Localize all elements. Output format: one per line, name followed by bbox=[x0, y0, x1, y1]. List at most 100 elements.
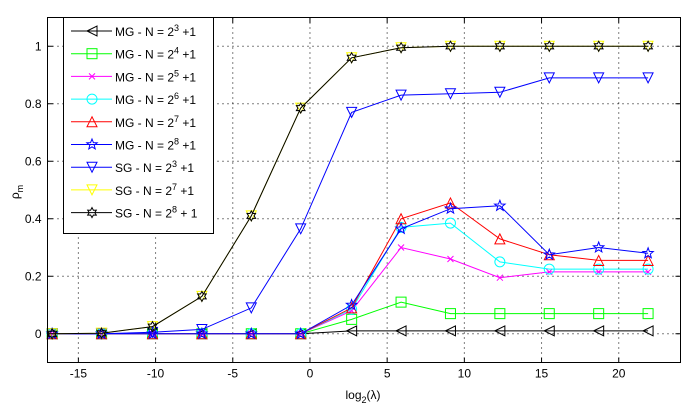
legend-label: SG - N = 27 +1 bbox=[115, 182, 194, 198]
hexagram-marker bbox=[395, 41, 407, 54]
series-group bbox=[45, 40, 655, 340]
x-tick-label: -10 bbox=[147, 367, 165, 381]
ticks: -15 -10 -5 0 5 10 15 20 0 0.2 0.4 0.6 0.8 1 bbox=[25, 17, 681, 381]
triangle-down-marker bbox=[642, 72, 654, 84]
pentagram-marker bbox=[195, 326, 209, 340]
series-4 bbox=[46, 217, 654, 340]
legend-item: MG - N = 24 +1 bbox=[71, 46, 196, 62]
triangle-down-marker bbox=[245, 302, 258, 314]
pentagram-marker bbox=[85, 137, 99, 151]
hexagram-marker bbox=[346, 51, 357, 64]
pentagram-marker bbox=[641, 246, 655, 259]
hexagram-marker bbox=[543, 40, 555, 53]
x-marker bbox=[88, 73, 96, 80]
triangle-down-marker bbox=[494, 86, 506, 99]
x-tick-label: 10 bbox=[458, 367, 472, 381]
x-tick-label: 20 bbox=[612, 367, 626, 381]
pentagram-marker bbox=[345, 298, 359, 311]
plot-frame bbox=[47, 17, 681, 363]
circle-marker bbox=[86, 93, 98, 105]
triangle-down-marker bbox=[294, 223, 307, 235]
y-tick-label: 0 bbox=[35, 327, 42, 341]
triangle-up-marker bbox=[642, 254, 654, 266]
square-marker bbox=[395, 296, 407, 308]
y-tick-label: 0.8 bbox=[25, 97, 42, 111]
x-tick-label: -5 bbox=[227, 367, 238, 381]
legend-label: SG - N = 23 +1 bbox=[115, 159, 194, 175]
x-tick-label: -15 bbox=[70, 367, 88, 381]
series-line bbox=[52, 205, 649, 335]
hexagram-marker bbox=[147, 320, 158, 333]
hexagram-marker bbox=[86, 206, 98, 219]
triangle-down-marker bbox=[146, 326, 159, 339]
series-line bbox=[52, 222, 649, 335]
square-marker bbox=[593, 308, 605, 320]
y-tick-label: 0.4 bbox=[25, 212, 42, 226]
hexagram-marker bbox=[445, 40, 456, 53]
triangle-up-marker bbox=[592, 254, 605, 266]
pentagram-marker bbox=[542, 247, 556, 261]
triangle-left-marker bbox=[345, 325, 358, 337]
legend-label: MG - N = 26 +1 bbox=[115, 91, 196, 107]
hexagram-marker bbox=[494, 40, 506, 53]
series-line bbox=[52, 45, 649, 335]
triangle-down-marker bbox=[345, 106, 358, 119]
square-marker bbox=[86, 48, 98, 60]
pentagram-marker bbox=[592, 240, 606, 254]
x-marker bbox=[397, 244, 405, 251]
legend-item: SG - N = 27 +1 bbox=[71, 182, 194, 198]
legend: MG - N = 23 +1 MG - N = 24 +1 MG - N = 25 … bbox=[63, 17, 214, 234]
square-marker bbox=[642, 308, 654, 320]
triangle-left-marker bbox=[641, 325, 654, 337]
triangle-left-marker bbox=[493, 325, 506, 337]
legend-label: SG - N = 28 + 1 bbox=[115, 205, 198, 221]
triangle-down-marker bbox=[444, 88, 457, 100]
pentagram-marker bbox=[294, 326, 308, 340]
square-marker bbox=[543, 308, 555, 320]
circle-marker bbox=[444, 217, 456, 229]
triangle-left-marker bbox=[85, 25, 98, 37]
triangle-down-marker bbox=[86, 184, 98, 197]
x-tick-label: 15 bbox=[535, 367, 549, 381]
y-axis-label: ρm bbox=[8, 185, 25, 199]
hexagram-marker bbox=[96, 327, 107, 340]
legend-label: MG - N = 23 +1 bbox=[115, 23, 196, 39]
x-axis-label: log2(λ) bbox=[345, 388, 380, 405]
legend-item: SG - N = 28 + 1 bbox=[71, 205, 198, 221]
y-tick-label: 0.6 bbox=[25, 154, 42, 168]
square-marker bbox=[494, 308, 506, 320]
y-tick-label: 1 bbox=[35, 39, 42, 53]
legend-item: MG - N = 25 +1 bbox=[71, 68, 196, 84]
hexagram-marker bbox=[295, 102, 306, 115]
legend-item: MG - N = 26 +1 bbox=[71, 91, 196, 107]
circle-marker bbox=[543, 263, 555, 275]
triangle-left-marker bbox=[543, 325, 555, 337]
x-marker bbox=[496, 274, 504, 282]
legend-label: MG - N = 25 +1 bbox=[115, 68, 196, 84]
legend-label: MG - N = 24 +1 bbox=[115, 46, 196, 62]
circle-marker bbox=[494, 256, 506, 268]
triangle-down-marker bbox=[395, 89, 407, 102]
x-tick-label: 5 bbox=[384, 367, 391, 381]
triangle-up-marker bbox=[86, 115, 98, 128]
x-tick-label: 0 bbox=[307, 367, 314, 381]
pentagram-marker bbox=[443, 201, 458, 215]
triangle-up-marker bbox=[444, 196, 457, 209]
triangle-up-marker bbox=[494, 232, 506, 245]
triangle-down-marker bbox=[543, 72, 556, 84]
pentagram-marker bbox=[244, 326, 258, 340]
y-tick-label: 0.2 bbox=[25, 269, 42, 283]
triangle-left-marker bbox=[394, 325, 407, 337]
legend-label: MG - N = 27 +1 bbox=[115, 114, 196, 130]
circle-marker bbox=[593, 263, 605, 275]
legend-label: MG - N = 28 +1 bbox=[115, 137, 196, 153]
x-marker bbox=[447, 255, 454, 263]
hexagram-marker bbox=[196, 290, 208, 303]
triangle-down-marker bbox=[592, 72, 605, 84]
square-marker bbox=[444, 308, 456, 320]
legend-item: MG - N = 27 +1 bbox=[71, 114, 196, 130]
series-3 bbox=[48, 244, 652, 338]
series-9 bbox=[46, 40, 654, 340]
hexagram-marker bbox=[246, 209, 257, 222]
hexagram-marker bbox=[593, 40, 604, 53]
